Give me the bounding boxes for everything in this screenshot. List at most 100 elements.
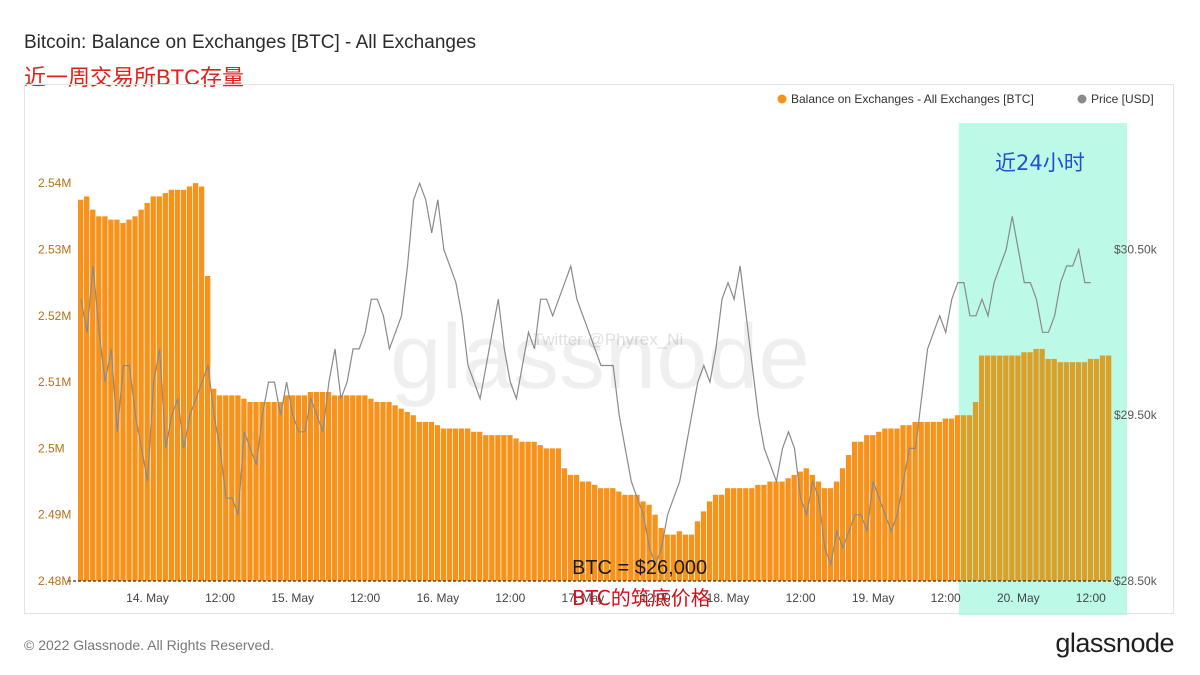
balance-bar — [567, 474, 574, 581]
balance-bar — [156, 196, 162, 582]
legend-label-price: Price [USD] — [1091, 92, 1154, 106]
balance-bar — [307, 392, 314, 581]
balance-bar — [604, 488, 610, 581]
balance-bar — [1093, 358, 1100, 581]
balance-bar — [622, 494, 628, 581]
x-axis-tick-label: 18. May — [707, 591, 750, 605]
balance-bar — [924, 421, 930, 581]
balance-bar — [168, 189, 175, 581]
balance-bar — [706, 501, 713, 581]
balance-bar — [676, 531, 682, 581]
balance-bar — [380, 401, 386, 581]
balance-bar — [670, 534, 676, 581]
btc-bottom-caption: BTC的筑底价格 — [572, 586, 711, 610]
balance-bar — [235, 395, 241, 581]
left-axis-tick-label: 2.49M — [38, 508, 71, 522]
balance-bar — [936, 421, 942, 581]
btc-bottom-price-label: BTC = $26,000 — [572, 557, 707, 579]
balance-bar — [1051, 358, 1057, 581]
balance-bar — [325, 392, 332, 581]
balance-bar — [223, 395, 229, 581]
price-line — [80, 181, 1091, 567]
x-axis-tick-label: 20. May — [997, 591, 1040, 605]
balance-bar — [610, 488, 616, 581]
balance-bar — [779, 481, 785, 581]
balance-bar — [640, 501, 646, 581]
balance-bar — [1063, 362, 1069, 581]
balance-bar — [845, 455, 852, 581]
price-line-group — [80, 181, 1091, 567]
balance-bar — [458, 428, 465, 581]
glassnode-watermark: glassnode — [390, 306, 809, 408]
balance-bar — [543, 448, 549, 581]
balance-bar — [331, 395, 338, 581]
balance-bar — [108, 219, 114, 581]
balance-bar — [519, 441, 525, 581]
balance-bar — [1087, 358, 1094, 581]
balance-bar — [972, 401, 979, 581]
balance-bar — [628, 494, 634, 581]
balance-bar — [241, 398, 247, 581]
balance-bar — [84, 196, 90, 582]
balance-bar — [700, 511, 707, 581]
balance-bar — [489, 435, 495, 581]
chart-frame — [24, 84, 1174, 614]
chart-subtitle-annotation: 近一周交易所BTC存量 — [24, 65, 245, 90]
balance-bar — [229, 395, 235, 581]
balance-bar — [725, 488, 731, 581]
balance-bar — [362, 395, 368, 581]
left-axis-tick-label: 2.53M — [38, 242, 71, 256]
balance-bar — [434, 425, 441, 581]
balance-bar — [1099, 355, 1106, 581]
balance-bar — [555, 448, 562, 581]
x-axis-tick-label: 12:00 — [1076, 591, 1106, 605]
x-axis-tick-label: 19. May — [852, 591, 895, 605]
legend-marker-price — [1077, 94, 1087, 104]
x-axis-tick-label: 12:00 — [640, 591, 670, 605]
balance-bar — [815, 481, 822, 581]
balance-bar — [271, 401, 277, 581]
balance-bar — [688, 534, 695, 581]
balance-bar — [948, 418, 955, 581]
balance-bar — [404, 411, 410, 581]
balance-bar — [549, 448, 555, 581]
balance-bar — [767, 481, 773, 581]
left-axis-tick-label: 2.51M — [38, 375, 71, 389]
balance-bar — [791, 474, 797, 581]
balance-bar — [803, 468, 809, 581]
balance-bar — [253, 401, 259, 581]
balance-bar — [912, 421, 918, 581]
balance-bar — [652, 514, 658, 581]
balance-bar — [471, 431, 477, 581]
legend-marker-balance — [777, 94, 787, 104]
balance-bar — [579, 481, 586, 581]
balance-bar — [132, 216, 138, 581]
balance-bar — [259, 401, 265, 581]
balance-bar — [870, 435, 876, 581]
balance-bar — [204, 275, 211, 581]
balance-bar — [718, 494, 725, 581]
balance-bar — [1075, 362, 1082, 581]
balance-bar — [918, 421, 924, 581]
balance-bar — [966, 415, 973, 581]
balance-bar — [368, 398, 374, 581]
balance-bar — [392, 405, 398, 581]
x-axis-tick-label: 16. May — [416, 591, 459, 605]
last-24h-label: 近24小时 — [995, 151, 1085, 175]
balance-bar — [682, 534, 688, 581]
balance-bar — [616, 491, 622, 581]
balance-bar — [930, 421, 936, 581]
balance-bar — [712, 494, 719, 581]
balance-bar — [858, 441, 864, 581]
balance-bar — [1009, 355, 1015, 581]
x-axis-tick-label: 15. May — [271, 591, 314, 605]
balance-bar — [295, 395, 301, 581]
balance-bar — [694, 521, 701, 581]
balance-bar — [1021, 352, 1027, 581]
balance-bar — [985, 355, 991, 581]
x-axis-tick-label: 17. May — [562, 591, 605, 605]
balance-bar — [755, 484, 761, 581]
left-axis-tick-label: 2.54M — [38, 176, 71, 190]
balance-bar — [598, 488, 604, 581]
